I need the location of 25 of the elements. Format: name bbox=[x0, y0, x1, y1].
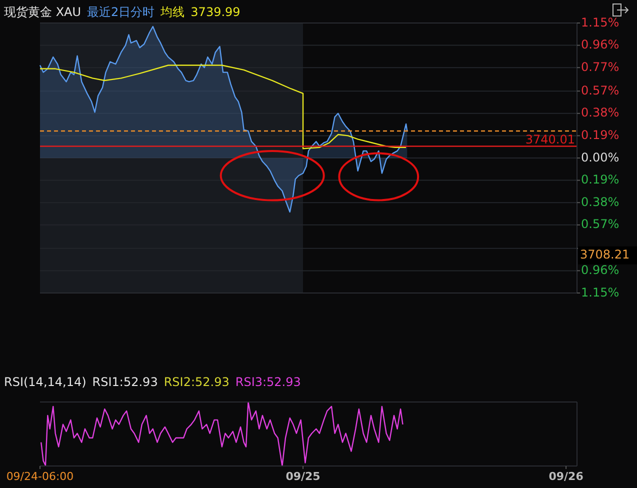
y-tick-label: 0.77% bbox=[581, 60, 620, 74]
y-tick-label: 0.38% bbox=[581, 194, 620, 209]
text: 3708.21 bbox=[580, 248, 630, 262]
text: 3739.99 bbox=[190, 5, 240, 19]
y-tick-label: 1.15% bbox=[581, 15, 620, 30]
y-tick-label: 0.96% bbox=[581, 38, 620, 52]
y-tick-label: 1.15% bbox=[581, 285, 620, 300]
y-tick-label: 0.00% bbox=[581, 150, 620, 164]
x-tick-label: 09/25 bbox=[286, 470, 320, 483]
y-tick-label: 0.19% bbox=[581, 128, 620, 142]
annotation: 3740.01 bbox=[525, 132, 575, 146]
x-tick-label: 09/26 bbox=[548, 470, 584, 483]
chart-title: RSI(14,14,14) bbox=[4, 375, 86, 389]
series-label: RSI3:52.93 bbox=[235, 375, 301, 389]
legend-label: RSI2:52.93 bbox=[164, 375, 230, 389]
x-tick-label: 09/24-06:00 bbox=[6, 470, 74, 483]
y-tick-label: 0.96% bbox=[581, 262, 620, 277]
series-label: 最近2日分时 bbox=[87, 5, 155, 19]
y-tick-label: 0.57% bbox=[581, 83, 620, 98]
text: 均线 bbox=[160, 5, 185, 19]
y-tick-label: 0.38% bbox=[581, 106, 620, 120]
legend-label: RSI1:52.93 bbox=[92, 375, 158, 389]
chart-title: 现货黄金 XAU bbox=[4, 5, 82, 19]
y-tick-label: 0.57% bbox=[581, 217, 620, 232]
y-tick-label: 0.19% bbox=[581, 172, 620, 187]
